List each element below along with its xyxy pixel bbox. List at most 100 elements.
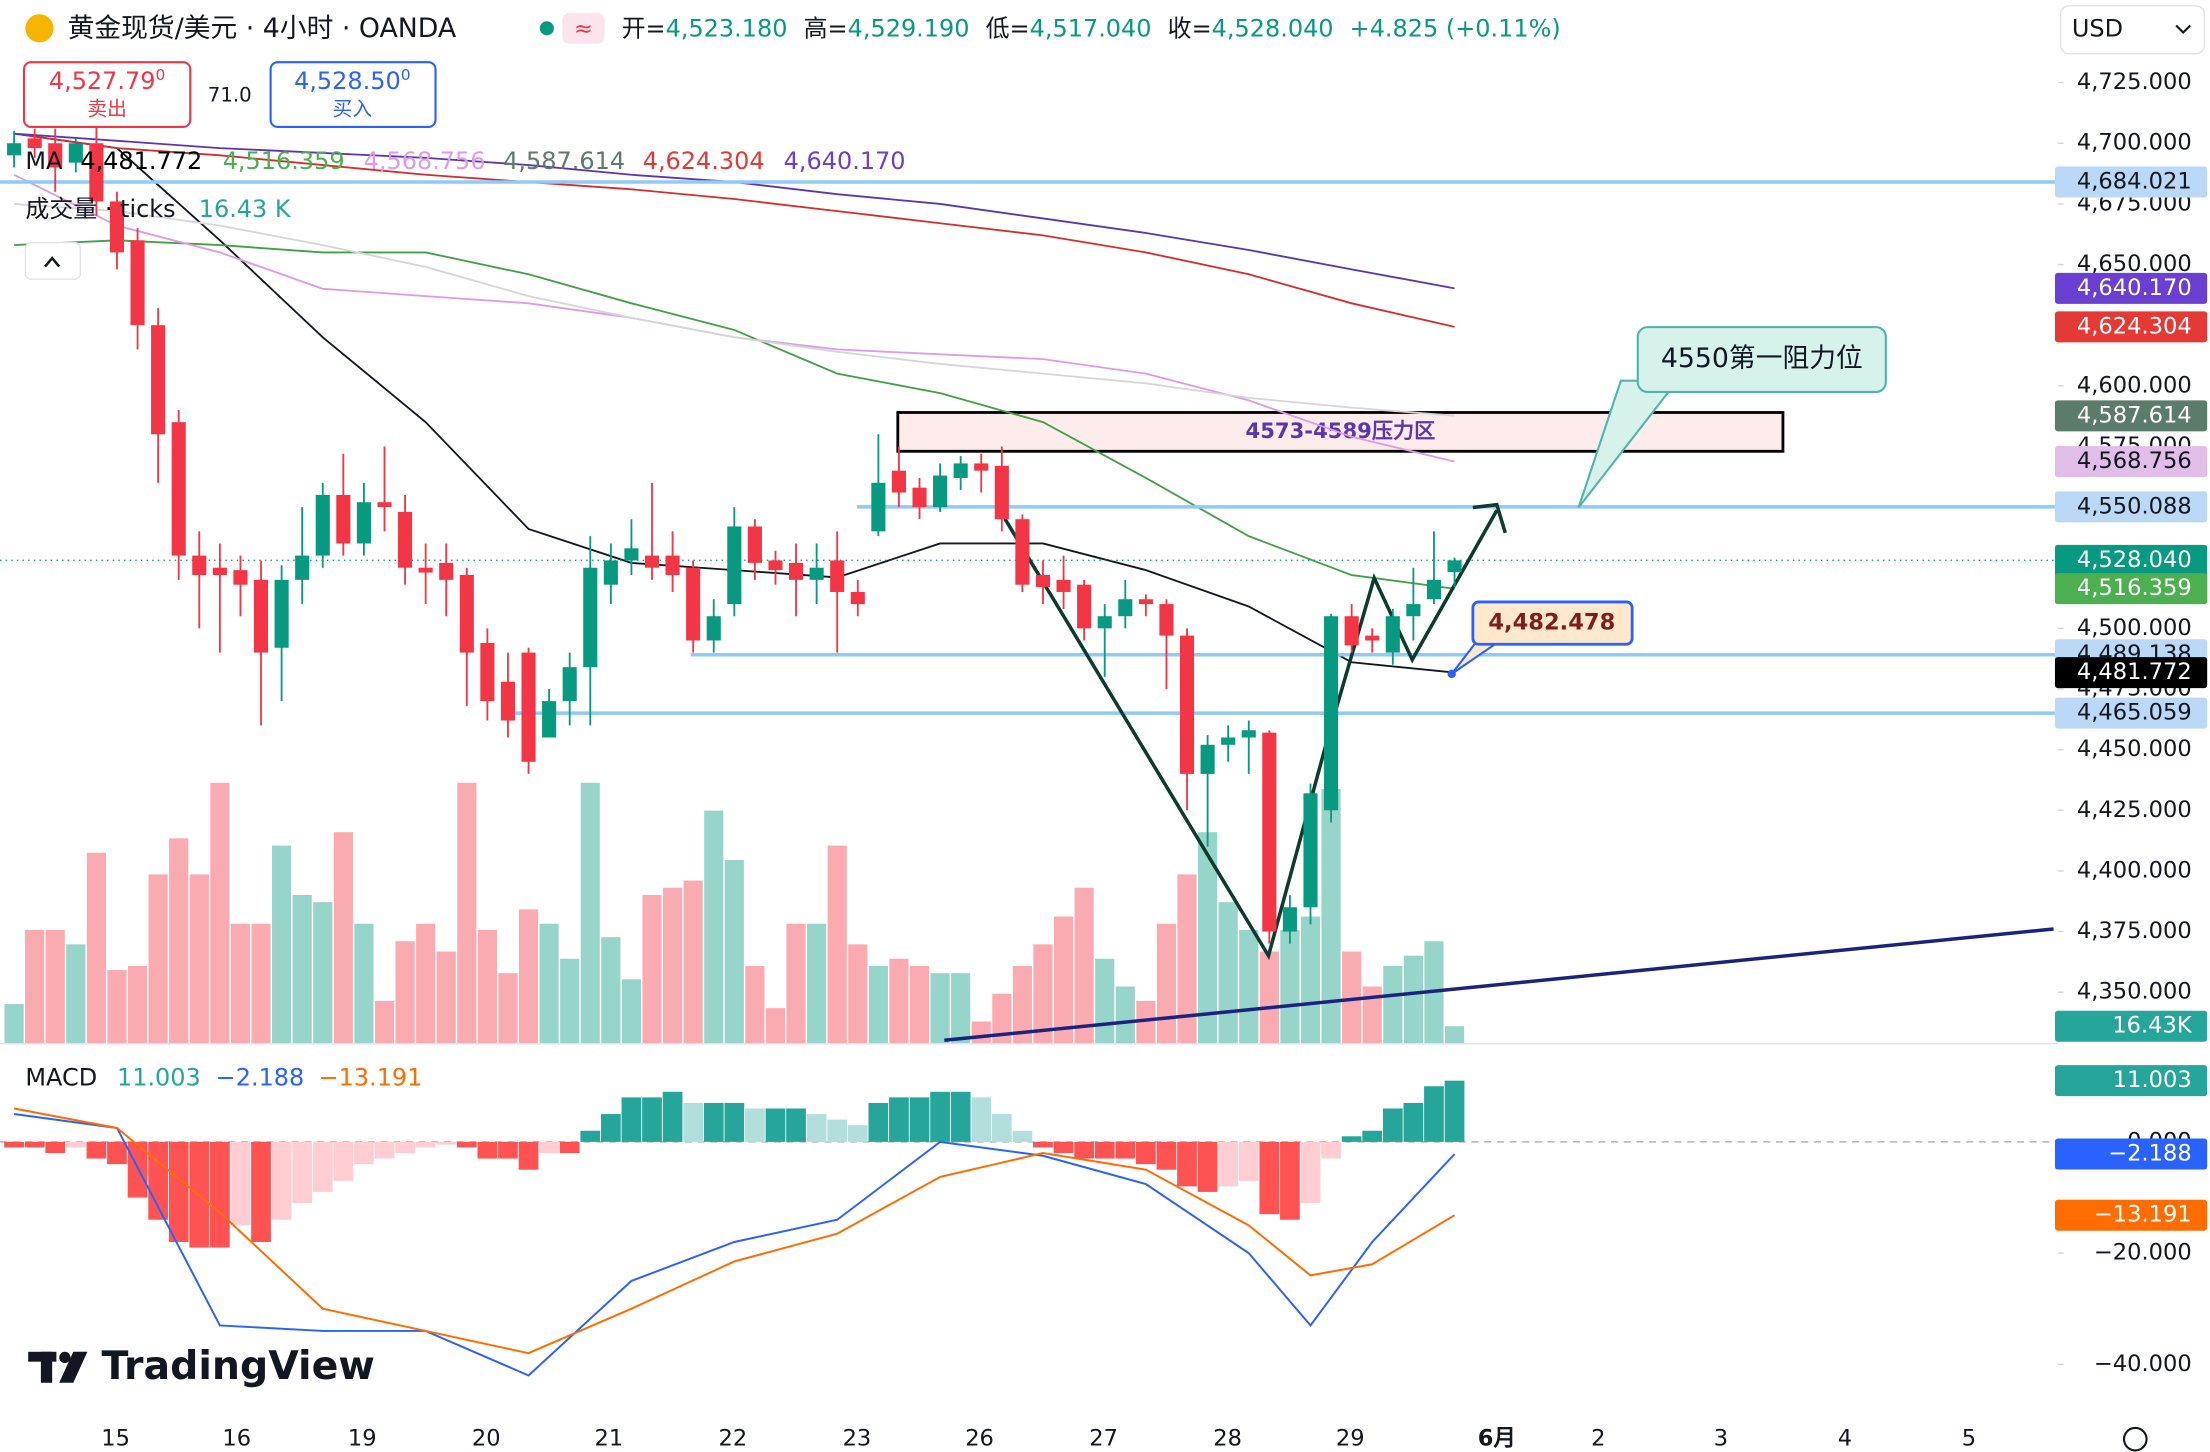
price-tag [2054,697,2208,729]
volume-bar [127,965,148,1044]
watermark-text: TradingView [101,1343,374,1389]
back-layer: 4,725.0004,700.0004,675.0004,650.0004,62… [0,69,2192,1452]
logo-part [40,1351,53,1383]
macd-hist-bar [765,1108,786,1142]
macd-hist-bar [1424,1086,1444,1142]
currency-select[interactable] [2059,5,2206,55]
ma-legend-value: 4,481.772 [80,147,202,175]
macd-hist-bar [230,1141,251,1226]
ma-line [14,239,1455,590]
volume-bar [518,909,539,1044]
y-tick-label: 4,450.000 [2077,736,2192,762]
macd-hist-bar [415,1141,436,1148]
ohlc-value: 4,517.040 [1030,15,1152,43]
volume-bar [930,973,950,1044]
candle-body [295,555,310,580]
candle-body [500,681,516,721]
price-label-anchor [1447,669,1456,679]
volume-bar [1053,916,1074,1044]
macd-hist-bar [909,1097,930,1142]
macd-hist-bar [683,1102,704,1142]
candle-body [1282,907,1297,932]
macd-hist-bar [436,1141,457,1145]
buy-button[interactable] [269,61,437,129]
candle-body [480,642,495,702]
candle-body [27,138,42,149]
candle-body [1447,560,1462,573]
volume-bar [169,838,189,1044]
volume-bar [621,979,642,1044]
candle-body [130,240,145,326]
candle-body [1159,604,1174,636]
candle-body [789,562,804,580]
price-tag [2054,1199,2208,1231]
macd-hist-bar [1444,1080,1465,1142]
candle-body [1056,579,1071,592]
macd-hist-bar [1362,1130,1383,1142]
sell-label[interactable]: 卖出 [87,98,126,121]
ohlc-label: 开= [622,15,666,43]
candle-body [1324,616,1339,811]
x-tick-label: 29 [1336,1426,1365,1452]
currency[interactable]: USD [2072,15,2123,43]
x-tick-label: 15 [101,1426,130,1452]
volume-bar [992,993,1012,1044]
macd-hist-bar [1382,1108,1403,1142]
macd-hist-bar [271,1141,292,1220]
price-tag-label: 4,465.059 [2077,700,2192,726]
y-tick-label: 4,600.000 [2077,372,2192,398]
volume-bar [1300,916,1321,1044]
volume-bar [1012,965,1032,1044]
volume-bar [251,923,271,1044]
volume-bar [1239,929,1259,1044]
volume-bar [4,1004,24,1044]
sell-price[interactable]: 4,527.790 [49,65,166,95]
macd-hist-bar [889,1097,909,1142]
volume-bar [704,810,724,1044]
price-tag-label: −2.188 [2108,1141,2191,1167]
candle-body [850,591,865,605]
ohlc-line: 开=4,523.180 高=4,529.190 低=4,517.040 收=4,… [622,15,1561,43]
sell-button[interactable] [22,61,192,129]
macd-hist-bar [703,1102,724,1142]
macd-hist-bar [127,1141,148,1198]
settings-icon[interactable] [2122,1426,2148,1452]
volume-bar [827,845,847,1044]
volume-bar [1074,887,1094,1044]
volume-bar [1383,965,1403,1044]
volume-bar [86,852,106,1044]
candle-body [192,555,207,575]
volume-bar [477,929,497,1044]
volume-bar [1177,874,1197,1044]
price-label-text: 4,482.478 [1488,610,1615,636]
y-tick-label: 4,725.000 [2077,69,2192,95]
macd-hist-bar [65,1141,86,1148]
buy-label[interactable]: 买入 [333,98,372,121]
buy-price[interactable]: 4,528.500 [294,65,411,95]
volume-bar [951,973,971,1044]
candle-body [994,465,1009,520]
volume-bar [1218,902,1238,1044]
macd-hist-bar [600,1114,621,1142]
x-tick-label: 21 [595,1426,624,1452]
candle-body [1118,599,1133,617]
volume-bar [1280,929,1300,1044]
macd-hist-bar [1218,1141,1239,1187]
x-tick-label: 5 [1962,1426,1976,1452]
candle-body [336,494,351,544]
volume-bar [45,929,65,1044]
macd-hist-bar [333,1141,354,1181]
volume-bar [848,944,868,1044]
candle-body [542,701,557,738]
volume-bar [395,941,415,1044]
candle-body [706,616,721,641]
symbol-title: 黄金现货/美元 · 4小时 · OANDA [68,13,457,44]
price-label-box [1471,600,1634,646]
volume-bar [374,1000,395,1044]
volume-bar [580,782,600,1044]
macd-hist-bar [621,1097,642,1142]
candle-body [1385,616,1400,653]
candle-body [1200,744,1215,774]
volume-title: 成交量 · ticks [25,195,175,223]
sell-price-sup: 0 [156,65,166,83]
